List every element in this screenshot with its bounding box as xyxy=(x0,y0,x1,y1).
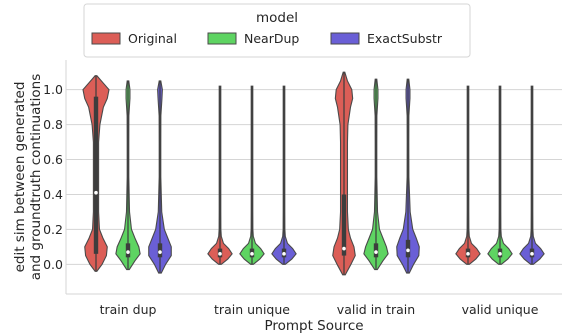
legend-frame xyxy=(83,3,471,58)
legend-swatch-neardup xyxy=(207,32,237,45)
x-tick-label: valid unique xyxy=(462,302,539,317)
violin-median-dot xyxy=(126,250,130,254)
legend-swatch-exactsubstr xyxy=(330,32,360,45)
violin-median-dot xyxy=(498,252,502,256)
violin-median-dot xyxy=(406,248,410,253)
tick-labels: 0.0 0.2 0.4 0.6 0.8 1.0 train dup train unique v… xyxy=(43,82,539,317)
violin-median-dot xyxy=(466,252,470,256)
violin-median-dot xyxy=(282,252,286,256)
legend-label-neardup: NearDup xyxy=(244,31,299,46)
x-axis-title: Prompt Source xyxy=(264,318,363,333)
violin-median-dot xyxy=(250,252,254,256)
violin-iqr-box xyxy=(341,194,347,256)
legend-entries: Original NearDup ExactSubstr xyxy=(91,31,443,46)
violin-median-dot xyxy=(94,190,98,195)
violin-iqr-box xyxy=(93,96,99,254)
violin-layer xyxy=(82,71,545,276)
legend-swatch-original xyxy=(91,32,121,45)
y-tick-label: 0.0 xyxy=(43,257,63,272)
legend-title: model xyxy=(256,10,298,26)
violin-median-dot xyxy=(218,252,222,256)
grid-lines xyxy=(65,60,562,295)
violin-median-dot xyxy=(530,252,534,256)
x-tick-label: valid in train xyxy=(337,302,415,317)
y-axis-title-line-1: edit sim between generated xyxy=(12,82,28,273)
y-axis-title-line-2: and groundtruth continuations xyxy=(28,74,44,281)
x-tick-label: train unique xyxy=(214,302,290,317)
violin-median-dot xyxy=(342,246,346,251)
violin-median-dot xyxy=(158,250,162,254)
legend: model Original NearDup ExactSubstr xyxy=(83,3,471,58)
y-tick-label: 0.8 xyxy=(43,117,63,132)
y-tick-label: 0.4 xyxy=(43,187,63,202)
x-tick-label: train dup xyxy=(100,302,157,317)
y-tick-label: 1.0 xyxy=(43,82,63,97)
y-tick-label: 0.2 xyxy=(43,222,63,237)
legend-label-exactsubstr: ExactSubstr xyxy=(367,31,443,46)
legend-label-original: Original xyxy=(128,31,177,46)
y-tick-label: 0.6 xyxy=(43,152,63,167)
violin-median-dot xyxy=(374,250,378,254)
